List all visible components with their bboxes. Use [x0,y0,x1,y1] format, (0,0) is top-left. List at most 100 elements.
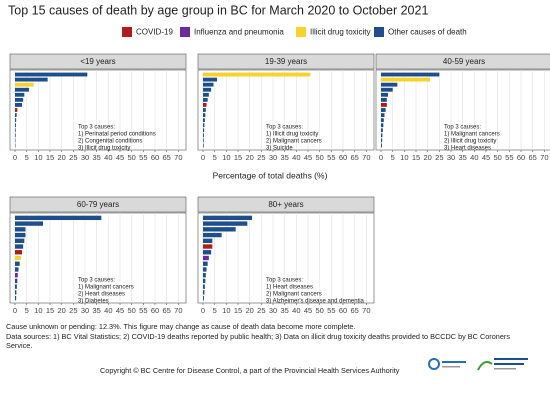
bar [381,108,386,112]
bar [203,244,213,249]
x-tick-label: 15 [46,153,54,162]
x-tick-label: 70 [362,306,370,315]
x-tick-label: 30 [81,306,89,315]
annotation: Top 3 causes: [266,125,303,131]
annotation: 2) Illicit drug toxicity [444,139,496,145]
x-tick-label: 5 [25,153,29,162]
x-tick-label: 5 [391,153,395,162]
x-tick-label: 10 [222,306,230,315]
x-tick-label: 65 [528,153,536,162]
x-tick-label: 20 [57,153,65,162]
annotation: 3) Illicit drug toxicity [78,146,130,152]
annotation: 1) Illicit drug toxicity [266,132,318,138]
x-tick-label: 10 [34,306,42,315]
bar [203,103,207,107]
bar [203,92,209,97]
plot-area [9,69,187,151]
bar [203,72,311,77]
x-tick-label: 70 [174,306,182,315]
bar [15,255,21,261]
bar [203,267,207,272]
bar [15,273,18,278]
plot-area [197,69,375,151]
bar [381,72,440,77]
panel-title: <19 years [80,57,115,66]
bar [15,261,20,266]
bar [203,143,204,148]
bar [203,284,205,289]
annotation: Top 3 causes: [78,125,115,131]
x-tick-label: 10 [400,153,408,162]
annotation: Top 3 causes: [78,278,115,284]
annotation: 2) Heart diseases [78,292,125,298]
x-tick-label: 35 [92,153,100,162]
x-tick-label: 30 [269,306,277,315]
x-tick-label: 15 [412,153,420,162]
x-tick-label: 30 [81,153,89,162]
bar [203,97,208,102]
strip [9,53,187,70]
x-tick-label: 0 [201,306,205,315]
x-tick-label: 35 [280,153,288,162]
x-tick-label: 0 [379,153,383,162]
panel-title: 40-59 years [443,57,485,66]
x-tick-label: 20 [57,306,65,315]
legend-label: Illicit drug toxicity [310,28,370,37]
x-tick-label: 40 [104,153,112,162]
legend-label: Influenza and pneumonia [194,28,284,37]
bar [15,238,25,243]
legend-swatch [180,27,190,37]
copyright: Copyright © BC Centre for Disease Contro… [100,366,400,375]
annotation: 1) Malignant cancers [444,132,500,138]
bar [381,97,387,102]
x-tick-label: 50 [127,153,135,162]
bar [15,92,25,97]
bar [203,290,205,295]
x-tick-label: 50 [315,153,323,162]
x-tick-label: 25 [435,153,443,162]
x-tick-label: 55 [505,153,513,162]
bar [203,232,222,238]
bar [203,295,204,301]
bar [203,123,205,128]
bar [203,108,206,112]
bar [15,227,26,232]
x-tick-label: 45 [304,153,312,162]
x-tick-label: 15 [234,153,242,162]
x-tick-label: 40 [104,306,112,315]
bar [203,133,204,138]
x-tick-label: 55 [139,306,147,315]
x-tick-label: 60 [517,153,525,162]
x-tick-label: 45 [482,153,490,162]
x-tick-label: 55 [327,306,335,315]
bar [15,232,26,238]
bar [381,77,430,82]
bar [203,227,236,232]
x-tick-label: 20 [423,153,431,162]
bar [15,97,24,102]
legend-swatch [296,27,306,37]
x-tick-label: 15 [234,306,242,315]
bar [203,261,208,266]
x-tick-label: 5 [25,306,29,315]
x-tick-label: 10 [34,153,42,162]
bar [203,221,248,226]
bar [15,108,18,112]
x-tick-label: 10 [222,153,230,162]
bar [203,87,212,92]
bar [203,273,206,278]
x-tick-label: 5 [213,306,217,315]
bar [15,244,24,249]
bar [381,123,384,128]
bar [381,92,388,97]
bar [203,82,214,87]
x-tick-label: 20 [245,153,253,162]
x-tick-label: 25 [257,306,265,315]
legend-label: Other causes of death [388,28,467,37]
bar [15,123,16,128]
x-tick-label: 0 [13,153,17,162]
x-tick-label: 65 [350,306,358,315]
bar [381,143,382,148]
x-tick-label: 65 [162,306,170,315]
bar [15,215,102,221]
